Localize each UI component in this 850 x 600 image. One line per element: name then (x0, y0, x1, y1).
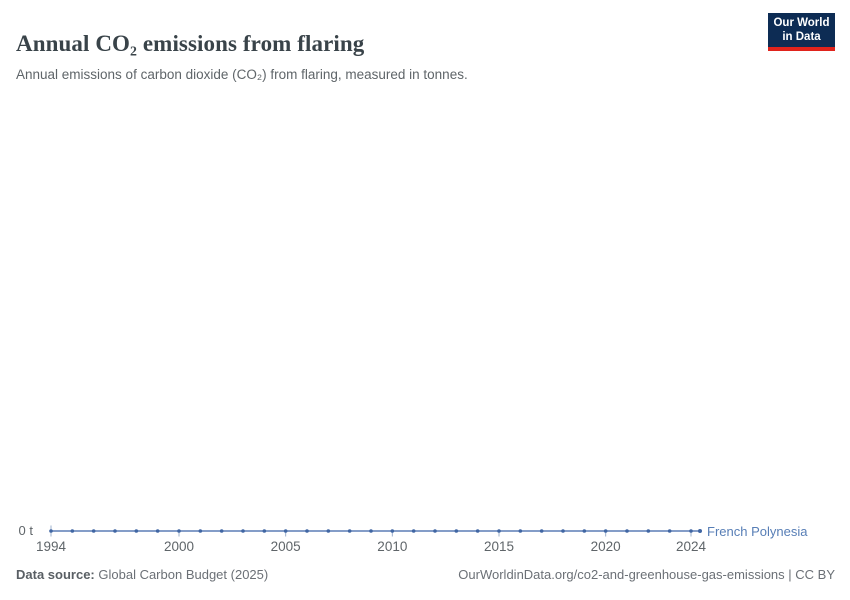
data-point[interactable] (433, 529, 437, 533)
data-point[interactable] (475, 529, 480, 533)
data-point[interactable] (219, 529, 224, 533)
chart-subtitle: Annual emissions of carbon dioxide (CO₂)… (16, 66, 468, 82)
owid-logo-line1: Our World (773, 17, 830, 29)
plot-area[interactable] (0, 90, 850, 530)
data-point[interactable] (454, 529, 459, 533)
data-point[interactable] (283, 529, 288, 533)
x-tick-label: 2010 (377, 539, 408, 554)
series-label[interactable]: French Polynesia (707, 524, 808, 539)
data-point[interactable] (646, 529, 651, 533)
credit-line: OurWorldinData.org/co2-and-greenhouse-ga… (458, 567, 835, 582)
data-point[interactable] (134, 529, 139, 533)
line-chart-svg[interactable] (0, 500, 850, 544)
data-point[interactable] (241, 529, 245, 533)
data-point[interactable] (369, 529, 373, 533)
data-point[interactable] (49, 529, 53, 533)
data-point[interactable] (625, 529, 629, 533)
data-point[interactable] (155, 529, 160, 533)
y-axis-zero-label: 0 t (18, 523, 33, 538)
data-point[interactable] (113, 529, 117, 533)
data-source-label: Data source: (16, 567, 95, 582)
x-tick-label: 2024 (675, 539, 707, 554)
x-tick-label: 2000 (163, 539, 195, 554)
data-source-value: Global Carbon Budget (2025) (98, 567, 269, 582)
data-point[interactable] (262, 529, 267, 533)
data-point[interactable] (539, 529, 544, 533)
data-source: Data source: Global Carbon Budget (2025) (16, 567, 268, 583)
data-point[interactable] (411, 529, 416, 533)
data-point[interactable] (603, 529, 608, 533)
x-tick-label: 2005 (270, 539, 301, 554)
data-point[interactable] (70, 529, 75, 533)
data-point[interactable] (177, 529, 181, 533)
data-point[interactable] (198, 529, 203, 533)
data-point[interactable] (91, 529, 96, 533)
owid-logo-line2: in Data (782, 31, 821, 43)
data-point[interactable] (667, 529, 672, 533)
chart-footer: Data source: Global Carbon Budget (2025)… (16, 567, 835, 583)
data-point[interactable] (347, 529, 352, 533)
data-point[interactable] (561, 529, 565, 533)
data-point[interactable] (305, 529, 309, 533)
data-point[interactable] (326, 529, 331, 533)
data-point[interactable] (518, 529, 523, 533)
data-point[interactable] (689, 529, 693, 533)
x-axis: 1994 2000 2005 2010 2015 2020 2024 (0, 539, 850, 557)
owid-logo[interactable]: Our World in Data (768, 13, 835, 51)
data-point[interactable] (582, 529, 587, 533)
data-point[interactable] (497, 529, 501, 533)
line-end-marker (698, 529, 702, 533)
x-tick-label: 1994 (35, 539, 67, 554)
chart-title: Annual CO₂ emissions from flaring (16, 31, 365, 57)
x-tick-label: 2015 (483, 539, 515, 554)
x-tick-label: 2020 (590, 539, 621, 554)
data-point[interactable] (390, 529, 395, 533)
